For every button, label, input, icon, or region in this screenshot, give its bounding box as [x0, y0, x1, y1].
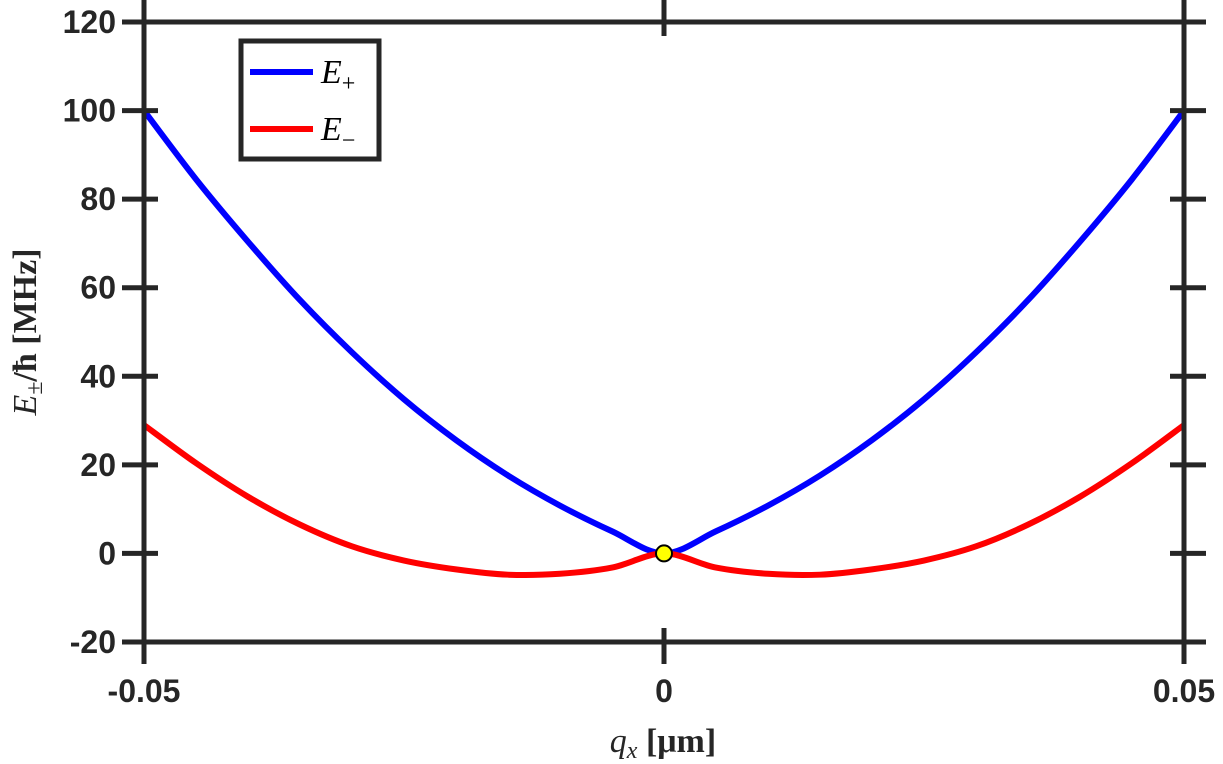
- y-axis-label: E±/ħ [MHz]: [7, 248, 48, 416]
- x-axis-label-unit: [μm]: [637, 723, 716, 760]
- y-tick-label: 40: [80, 358, 116, 394]
- y-tick-label: -20: [70, 624, 116, 660]
- x-axis-label-sub: x: [626, 738, 638, 764]
- y-tick-label: 0: [98, 535, 116, 571]
- legend-label: E+: [320, 54, 355, 97]
- y-axis-label-var: E: [7, 395, 44, 417]
- ticks-layer: -0.05 0 0.05 -20 0 20 40 60 80 100 120: [63, 0, 1215, 709]
- y-tick-label: 100: [63, 93, 116, 129]
- legend: E+ E−: [238, 38, 382, 162]
- y-tick-label: 20: [80, 447, 116, 483]
- y-tick-label: 60: [80, 270, 116, 306]
- x-axis-label-var: q: [610, 723, 627, 760]
- y-axis-label-rest: /ħ [MHz]: [7, 248, 44, 382]
- y-tick-label: 120: [63, 4, 116, 40]
- x-tick-label: -0.05: [108, 673, 181, 709]
- y-tick-label: 80: [80, 181, 116, 217]
- series-layer: [141, 108, 1187, 579]
- legend-label: E−: [320, 111, 355, 154]
- x-tick-label: 0: [655, 673, 673, 709]
- marker-layer: [655, 544, 673, 563]
- y-axis-label-sub: ±: [22, 382, 48, 395]
- x-tick-label: 0.05: [1153, 673, 1215, 709]
- series-e-plus-line: [141, 108, 1187, 557]
- legend-box: [238, 38, 382, 162]
- origin-marker: [655, 544, 673, 563]
- x-axis-label: qx [μm]: [610, 723, 716, 764]
